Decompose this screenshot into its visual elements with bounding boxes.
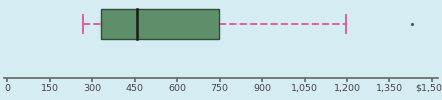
Bar [101, 9, 219, 39]
